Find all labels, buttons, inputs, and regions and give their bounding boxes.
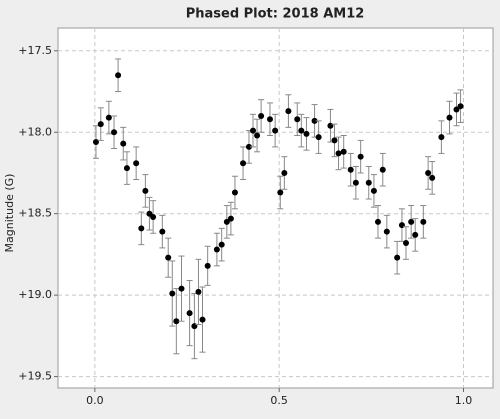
y-tick-label: +17.5 — [18, 44, 52, 57]
point — [429, 174, 436, 181]
point — [111, 129, 118, 136]
x-tick-label: 0.5 — [270, 394, 288, 407]
point — [403, 240, 409, 247]
y-axis-label: Magnitude (G) — [3, 174, 16, 253]
point — [240, 160, 247, 167]
point — [420, 218, 427, 225]
point — [258, 112, 265, 119]
point — [457, 103, 464, 110]
point — [213, 246, 220, 253]
point — [340, 148, 347, 155]
point — [250, 127, 257, 134]
point — [453, 106, 460, 113]
chart-title: Phased Plot: 2018 AM12 — [186, 7, 365, 22]
point — [92, 139, 99, 146]
point — [115, 72, 122, 79]
point — [347, 166, 354, 173]
point — [133, 160, 140, 167]
point — [173, 318, 180, 325]
point — [142, 187, 149, 194]
point — [374, 218, 381, 225]
point — [331, 137, 338, 144]
point — [352, 179, 359, 186]
point — [365, 179, 372, 186]
y-tick-label: +18.0 — [18, 125, 52, 138]
point — [285, 108, 292, 115]
point — [408, 218, 415, 225]
point — [303, 130, 310, 137]
point — [294, 116, 301, 123]
point — [315, 134, 322, 141]
point — [272, 127, 279, 134]
point — [379, 166, 386, 173]
point — [412, 231, 419, 238]
y-tick-label: +18.5 — [18, 207, 52, 220]
point — [335, 150, 342, 157]
point — [370, 187, 377, 194]
point — [138, 225, 145, 232]
point — [97, 121, 104, 128]
point — [357, 153, 364, 160]
point — [425, 169, 432, 176]
point — [195, 288, 202, 295]
y-tick-label: +19.5 — [18, 370, 52, 383]
point — [227, 215, 234, 222]
point — [446, 114, 453, 121]
point — [245, 143, 252, 150]
point — [186, 310, 193, 317]
point — [223, 218, 230, 225]
point — [383, 228, 390, 235]
point — [298, 127, 305, 134]
x-tick-label: 0.0 — [86, 394, 104, 407]
point — [178, 285, 185, 292]
point — [218, 241, 225, 248]
point — [120, 140, 127, 147]
point — [281, 169, 288, 176]
point — [394, 254, 401, 261]
plot-area — [57, 27, 494, 389]
point — [159, 228, 166, 235]
point — [150, 213, 157, 220]
point — [266, 116, 273, 123]
point — [311, 117, 318, 124]
point — [199, 316, 206, 323]
point — [123, 165, 130, 172]
y-tick-label: +19.0 — [18, 288, 52, 301]
point — [277, 189, 284, 196]
x-tick-label: 1.0 — [455, 394, 473, 407]
point — [438, 134, 445, 141]
point — [105, 114, 112, 121]
point — [204, 262, 211, 269]
point — [254, 132, 261, 139]
point — [231, 189, 238, 196]
point — [165, 254, 172, 261]
point — [169, 290, 176, 297]
